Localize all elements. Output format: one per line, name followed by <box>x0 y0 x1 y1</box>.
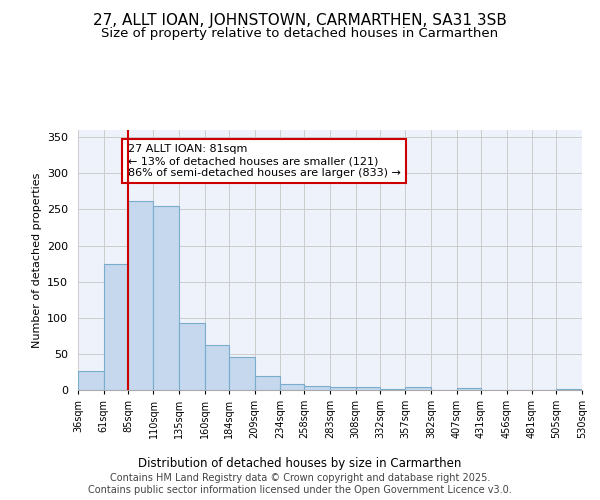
Bar <box>457 388 481 390</box>
Y-axis label: Number of detached properties: Number of detached properties <box>32 172 41 348</box>
Bar <box>406 387 431 390</box>
Bar <box>280 384 304 390</box>
Text: Contains HM Land Registry data © Crown copyright and database right 2025.
Contai: Contains HM Land Registry data © Crown c… <box>88 474 512 495</box>
Bar <box>128 201 154 390</box>
Bar <box>205 344 229 390</box>
Bar <box>356 387 380 390</box>
Bar <box>179 323 205 390</box>
Bar <box>330 387 356 390</box>
Bar <box>78 371 104 390</box>
Bar <box>229 357 254 390</box>
Text: 27, ALLT IOAN, JOHNSTOWN, CARMARTHEN, SA31 3SB: 27, ALLT IOAN, JOHNSTOWN, CARMARTHEN, SA… <box>93 12 507 28</box>
Text: Distribution of detached houses by size in Carmarthen: Distribution of detached houses by size … <box>139 458 461 470</box>
Bar <box>304 386 330 390</box>
Text: Size of property relative to detached houses in Carmarthen: Size of property relative to detached ho… <box>101 28 499 40</box>
Bar <box>154 206 179 390</box>
Bar <box>254 376 280 390</box>
Text: 27 ALLT IOAN: 81sqm
← 13% of detached houses are smaller (121)
86% of semi-detac: 27 ALLT IOAN: 81sqm ← 13% of detached ho… <box>128 144 401 178</box>
Bar <box>104 264 128 390</box>
